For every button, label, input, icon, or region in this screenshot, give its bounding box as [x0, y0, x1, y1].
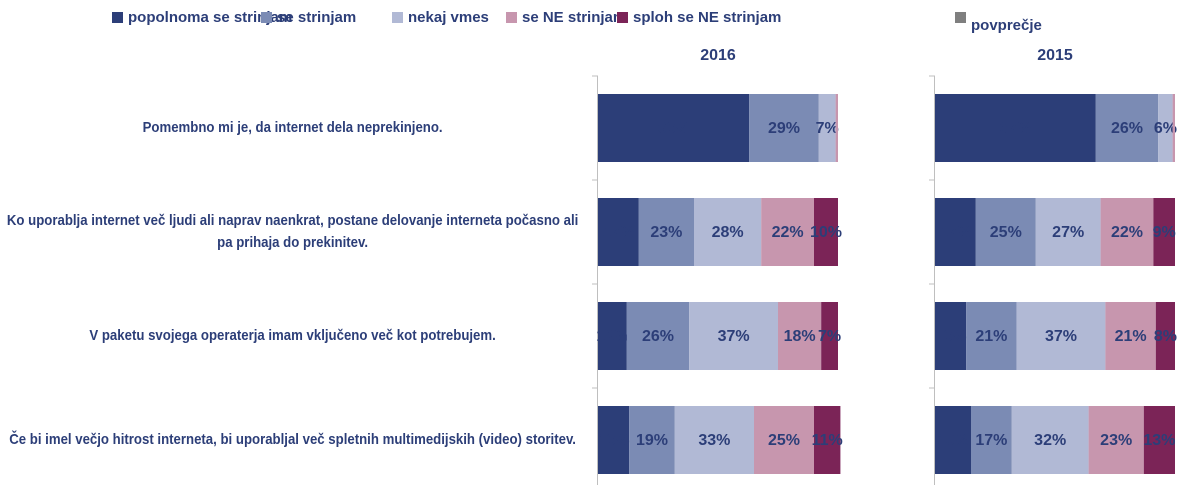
- value-label: 67%: [999, 120, 1031, 137]
- value-label: 32%: [1034, 432, 1066, 449]
- value-label: 12%: [596, 328, 628, 345]
- value-label: 6%: [1154, 120, 1177, 137]
- bar-segment: [638, 198, 694, 266]
- value-label: 10%: [810, 224, 842, 241]
- value-label: 11%: [812, 432, 843, 449]
- value-label: 13%: [598, 432, 630, 449]
- bar-segment: [1035, 198, 1101, 266]
- legend-swatch: [261, 12, 272, 23]
- bar-segment: [935, 302, 967, 370]
- value-label: 22%: [772, 224, 804, 241]
- bar-segment: [821, 302, 838, 370]
- value-label: 25%: [768, 432, 800, 449]
- bar-segment: [966, 302, 1017, 370]
- bar-segment: [598, 94, 750, 162]
- bar-segment: [971, 406, 1012, 474]
- bar-segment: [975, 198, 1036, 266]
- legend-label: sploh se NE strinjam: [633, 9, 781, 26]
- bar-segment: [761, 198, 814, 266]
- bar-segment: [778, 302, 822, 370]
- legend-swatch: [955, 12, 966, 23]
- value-label: 33%: [698, 432, 730, 449]
- bar-segment: [674, 406, 754, 474]
- bar-segment: [754, 406, 814, 474]
- value-label: 13%: [935, 328, 967, 345]
- legend-label: se NE strinjam: [522, 9, 626, 26]
- value-label: 18%: [784, 328, 816, 345]
- panel-title: 2016: [700, 47, 736, 64]
- bar-segment: [749, 94, 819, 162]
- value-label: 21%: [1115, 328, 1147, 345]
- bar-segment: [818, 94, 836, 162]
- category-label: Pomembno mi je, da internet dela nepreki…: [142, 119, 443, 136]
- legend-swatch: [112, 12, 123, 23]
- value-label: 37%: [718, 328, 750, 345]
- bar-segment: [1153, 198, 1175, 266]
- value-label: 15%: [937, 432, 969, 449]
- legend-swatch: [617, 12, 628, 23]
- value-label: 22%: [1111, 224, 1143, 241]
- value-label: 21%: [975, 328, 1007, 345]
- value-label: 17%: [602, 224, 634, 241]
- value-label: 7%: [818, 328, 841, 345]
- bar-segment: [935, 94, 1096, 162]
- legend-label: nekaj vmes: [408, 9, 489, 26]
- value-label: 23%: [650, 224, 682, 241]
- bar-segment: [814, 406, 841, 474]
- value-label: 26%: [642, 328, 674, 345]
- value-label: 23%: [1100, 432, 1132, 449]
- bar-segment: [629, 406, 675, 474]
- bar-segment: [689, 302, 778, 370]
- bar-segment: [835, 94, 838, 162]
- bar-segment: [935, 198, 976, 266]
- category-label: Če bi imel večjo hitrost interneta, bi u…: [9, 431, 576, 448]
- value-label: 7%: [816, 120, 839, 137]
- legend-swatch: [392, 12, 403, 23]
- legend-label: se strinjam: [277, 9, 356, 26]
- bar-segment: [1011, 406, 1089, 474]
- legend-label: povprečje: [971, 17, 1042, 34]
- value-label: 17%: [939, 224, 971, 241]
- value-label: 13%: [1143, 432, 1175, 449]
- bar-segment: [1172, 94, 1175, 162]
- bar-segment: [598, 302, 627, 370]
- bar-segment: [1016, 302, 1106, 370]
- value-label: 28%: [712, 224, 744, 241]
- legend-label: popolnoma se strinjam: [128, 9, 292, 26]
- value-label: 29%: [768, 120, 800, 137]
- bar-segment: [598, 198, 639, 266]
- value-label: 25%: [990, 224, 1022, 241]
- value-label: 26%: [1111, 120, 1143, 137]
- bar-segment: [626, 302, 690, 370]
- bar-segment: [1158, 94, 1173, 162]
- category-label: V paketu svojega operaterja imam vključe…: [89, 327, 496, 344]
- value-label: 19%: [636, 432, 668, 449]
- bar-segment: [1100, 198, 1154, 266]
- value-label: 17%: [975, 432, 1007, 449]
- value-label: 37%: [1045, 328, 1077, 345]
- value-label: 27%: [1052, 224, 1084, 241]
- bar-segment: [694, 198, 762, 266]
- bar-segment: [1088, 406, 1144, 474]
- value-label: 8%: [1154, 328, 1177, 345]
- bar-segment: [1155, 302, 1175, 370]
- value-label: 63%: [658, 120, 690, 137]
- bar-segment: [935, 406, 971, 474]
- bar-segment: [1095, 94, 1159, 162]
- category-label: Ko uporablja internet več ljudi ali napr…: [6, 212, 579, 251]
- legend-swatch: [506, 12, 517, 23]
- bar-segment: [1143, 406, 1175, 474]
- bar-segment: [814, 198, 838, 266]
- value-label: 9%: [1153, 224, 1176, 241]
- panel-title: 2015: [1037, 47, 1073, 64]
- bar-segment: [1105, 302, 1156, 370]
- bar-segment: [598, 406, 630, 474]
